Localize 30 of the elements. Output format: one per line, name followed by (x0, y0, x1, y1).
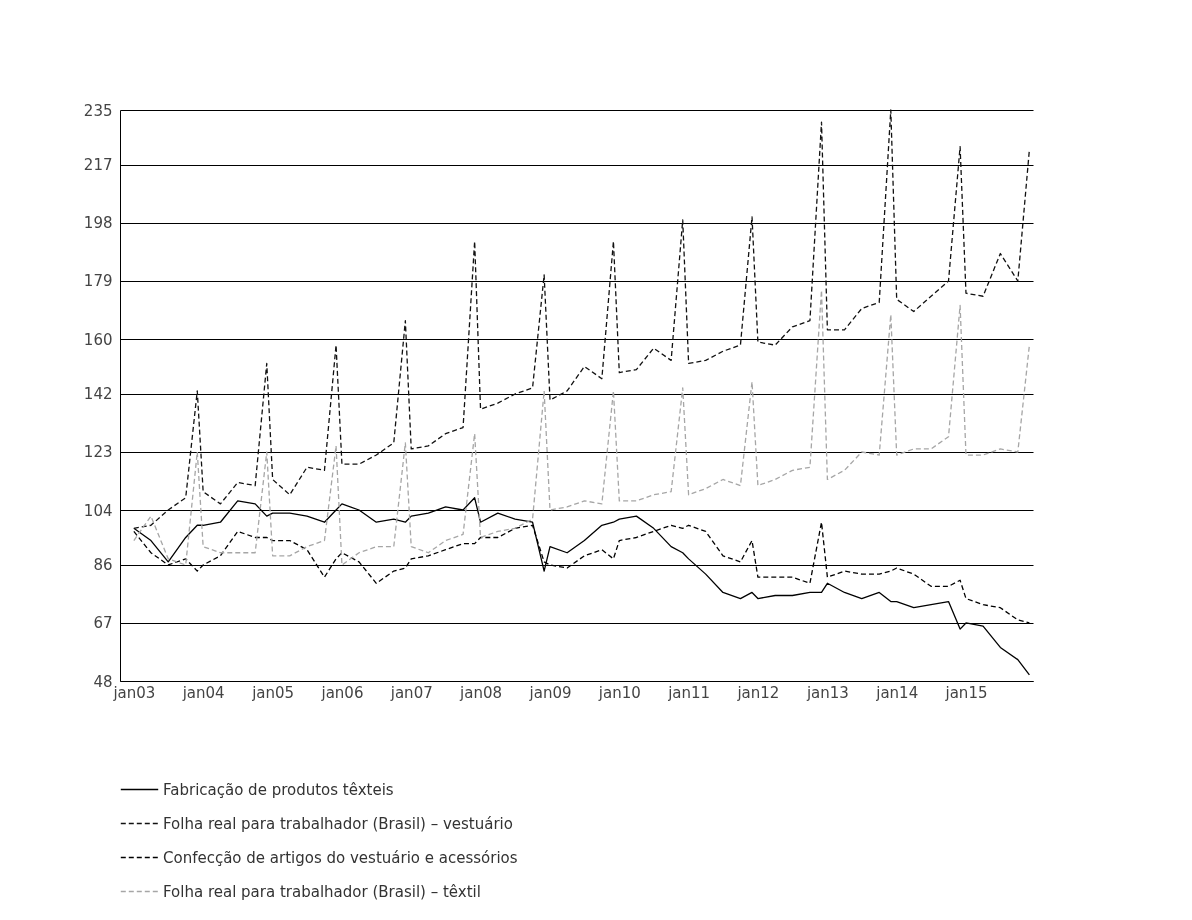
legend-label: Folha real para trabalhador (Brasil) – têxtil (163, 882, 481, 901)
x-tick-label: jan15 (944, 683, 988, 702)
y-tick-label: 123 (83, 443, 113, 462)
y-tick-label: 235 (83, 101, 113, 120)
x-tick-label: jan09 (528, 683, 572, 702)
y-tick-label: 48 (93, 672, 113, 691)
x-tick-label: jan06 (320, 683, 364, 702)
y-tick-label: 217 (83, 156, 113, 175)
y-tick-label: 142 (83, 385, 113, 404)
legend-label: Folha real para trabalhador (Brasil) – vestuário (163, 814, 513, 833)
x-tick-label: jan05 (251, 683, 295, 702)
line-series (133, 289, 1031, 566)
x-tick-label: jan08 (459, 683, 503, 702)
x-tick-label: jan14 (875, 683, 919, 702)
x-tick-label: jan13 (805, 683, 849, 702)
y-tick-label: 67 (93, 614, 113, 633)
x-tick-label: jan07 (389, 683, 433, 702)
y-tick-label: 198 (83, 214, 113, 233)
x-tick-label: jan11 (667, 683, 711, 702)
y-tick-label: 104 (83, 501, 113, 520)
y-tick-label: 179 (83, 272, 113, 291)
x-tick-label: jan03 (112, 683, 156, 702)
x-tick-label: jan10 (597, 683, 641, 702)
x-tick-label: jan12 (736, 683, 780, 702)
line-series (133, 109, 1031, 529)
legend-label: Fabricação de produtos têxteis (163, 780, 394, 799)
y-tick-label: 160 (83, 330, 113, 349)
y-tick-label: 86 (93, 556, 113, 575)
legend-label: Confecção de artigos do vestuário e acessórios (163, 848, 518, 867)
x-tick-label: jan04 (181, 683, 225, 702)
